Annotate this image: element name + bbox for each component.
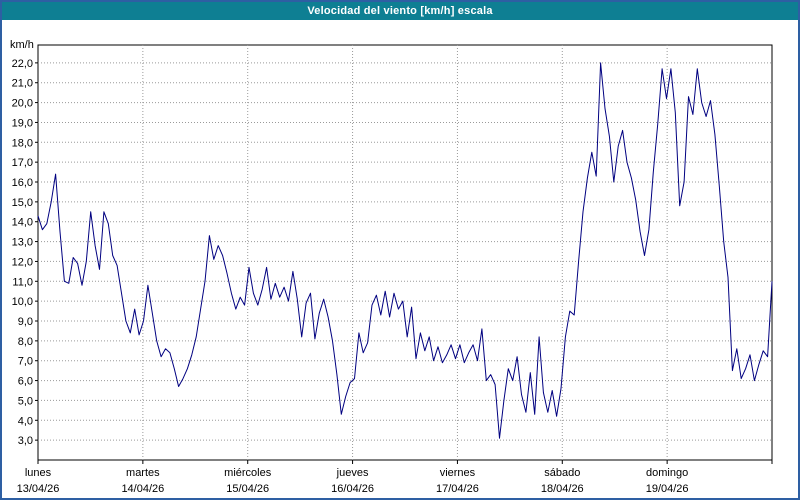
y-tick-label: 18,0	[12, 137, 33, 149]
day-name-label: domingo	[646, 467, 688, 479]
y-tick-label: 19,0	[12, 117, 33, 129]
day-name-label: sábado	[544, 467, 580, 479]
y-tick-label: 5,0	[18, 395, 33, 407]
day-date-label: 17/04/26	[436, 483, 479, 495]
day-date-label: 14/04/26	[121, 483, 164, 495]
y-tick-label: 17,0	[12, 157, 33, 169]
y-tick-label: 8,0	[18, 336, 33, 348]
y-tick-label: 7,0	[18, 356, 33, 368]
day-date-label: 13/04/26	[17, 483, 60, 495]
day-name-label: jueves	[336, 467, 369, 479]
day-date-label: 16/04/26	[331, 483, 374, 495]
y-tick-label: 10,0	[12, 296, 33, 308]
day-name-label: miércoles	[224, 467, 272, 479]
y-tick-label: 21,0	[12, 78, 33, 90]
window-title: Velocidad del viento [km/h] escala	[307, 5, 493, 17]
day-name-label: martes	[126, 467, 160, 479]
day-date-label: 18/04/26	[541, 483, 584, 495]
y-tick-label: 3,0	[18, 435, 33, 447]
y-tick-label: 20,0	[12, 98, 33, 110]
y-tick-label: 9,0	[18, 316, 33, 328]
title-bar: Velocidad del viento [km/h] escala	[2, 2, 798, 20]
y-tick-label: 15,0	[12, 197, 33, 209]
y-tick-label: 12,0	[12, 256, 33, 268]
day-name-label: viernes	[440, 467, 476, 479]
plot-area-border	[37, 44, 773, 461]
y-tick-label: 22,0	[12, 58, 33, 70]
day-name-label: lunes	[25, 467, 52, 479]
y-tick-label: 13,0	[12, 237, 33, 249]
y-tick-label: 6,0	[18, 376, 33, 388]
y-tick-label: 4,0	[18, 415, 33, 427]
y-tick-label: 11,0	[12, 276, 33, 288]
y-axis-unit-label: km/h	[10, 39, 34, 51]
day-date-label: 19/04/26	[646, 483, 689, 495]
day-date-label: 15/04/26	[226, 483, 269, 495]
wind-speed-line	[37, 62, 773, 439]
wind-speed-chart: 22,0 21,0 20,0 19,0 18,0 17,0 16,0 15,0 14,0 13,0…	[10, 39, 773, 495]
y-tick-label: 14,0	[12, 217, 33, 229]
y-tick-label: 16,0	[12, 177, 33, 189]
